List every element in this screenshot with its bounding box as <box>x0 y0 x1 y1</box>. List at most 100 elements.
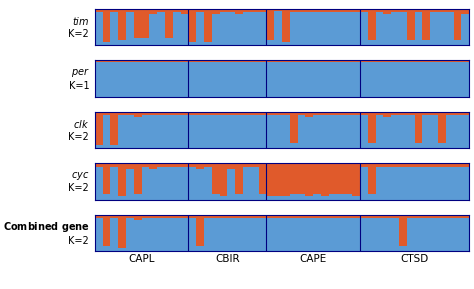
Bar <box>251 167 259 200</box>
Bar <box>321 163 329 196</box>
Bar <box>313 218 321 251</box>
Bar <box>189 167 196 200</box>
Bar <box>243 112 251 115</box>
Bar <box>391 12 399 45</box>
Bar <box>375 115 383 149</box>
Bar <box>298 163 305 194</box>
Bar <box>142 163 149 167</box>
Bar <box>399 163 407 167</box>
Bar <box>305 60 313 62</box>
Bar <box>165 62 173 97</box>
Bar <box>212 112 219 115</box>
Bar <box>251 112 259 115</box>
Bar <box>407 115 415 149</box>
Bar <box>102 9 110 42</box>
Bar <box>415 62 422 97</box>
Bar <box>196 215 204 246</box>
Bar <box>430 62 438 97</box>
Bar <box>415 12 422 45</box>
Bar <box>196 12 204 45</box>
Bar <box>446 12 454 45</box>
Bar <box>298 9 305 12</box>
Bar <box>189 218 196 251</box>
Bar <box>313 60 321 62</box>
Bar <box>345 194 352 200</box>
Bar <box>282 215 290 218</box>
Bar <box>266 60 274 62</box>
Bar <box>212 14 219 45</box>
Bar <box>102 112 110 115</box>
Bar <box>407 167 415 200</box>
Bar <box>118 115 126 149</box>
Bar <box>422 9 430 40</box>
Bar <box>454 9 462 40</box>
Bar <box>282 112 290 115</box>
Bar <box>173 60 181 62</box>
Bar <box>219 9 228 12</box>
Bar <box>251 9 259 12</box>
Bar <box>266 115 274 149</box>
Bar <box>212 115 219 149</box>
Bar <box>219 60 228 62</box>
Bar <box>321 60 329 62</box>
Bar <box>204 163 212 167</box>
Bar <box>142 9 149 38</box>
Bar <box>266 218 274 251</box>
Bar <box>118 215 126 248</box>
Bar <box>375 215 383 218</box>
Bar <box>219 218 228 251</box>
Bar <box>399 115 407 149</box>
Bar <box>274 115 282 149</box>
Bar <box>298 60 305 62</box>
Bar <box>266 215 274 218</box>
Bar <box>118 112 126 115</box>
Bar <box>399 112 407 115</box>
Bar <box>235 9 243 14</box>
Bar <box>259 12 266 45</box>
Bar <box>212 60 219 62</box>
Bar <box>157 115 165 149</box>
Bar <box>321 112 329 115</box>
Bar <box>282 115 290 149</box>
Bar <box>352 163 360 196</box>
Bar <box>142 38 149 45</box>
Bar <box>352 62 360 97</box>
Bar <box>337 60 345 62</box>
Bar <box>181 60 189 62</box>
Bar <box>157 9 165 12</box>
Bar <box>266 163 274 196</box>
Bar <box>391 62 399 97</box>
Bar <box>399 215 407 246</box>
Bar <box>290 9 298 12</box>
Bar <box>298 218 305 251</box>
Bar <box>149 62 157 97</box>
Bar <box>290 60 298 62</box>
Bar <box>462 218 469 251</box>
Bar <box>212 218 219 251</box>
Bar <box>212 163 219 194</box>
Bar <box>298 215 305 218</box>
Bar <box>235 218 243 251</box>
Bar <box>399 62 407 97</box>
Bar <box>266 196 274 200</box>
Bar <box>102 194 110 200</box>
Bar <box>126 112 134 115</box>
Bar <box>454 112 462 115</box>
Bar <box>345 215 352 218</box>
Bar <box>95 215 102 218</box>
Bar <box>134 163 142 194</box>
Bar <box>142 112 149 115</box>
Bar <box>189 62 196 97</box>
Bar <box>196 246 204 251</box>
Bar <box>126 163 134 169</box>
Bar <box>181 163 189 167</box>
Bar <box>375 9 383 12</box>
Bar <box>337 218 345 251</box>
Bar <box>329 60 337 62</box>
Bar <box>189 112 196 115</box>
Bar <box>399 246 407 251</box>
Bar <box>235 60 243 62</box>
Bar <box>212 9 219 14</box>
Bar <box>228 9 235 12</box>
Bar <box>415 60 422 62</box>
